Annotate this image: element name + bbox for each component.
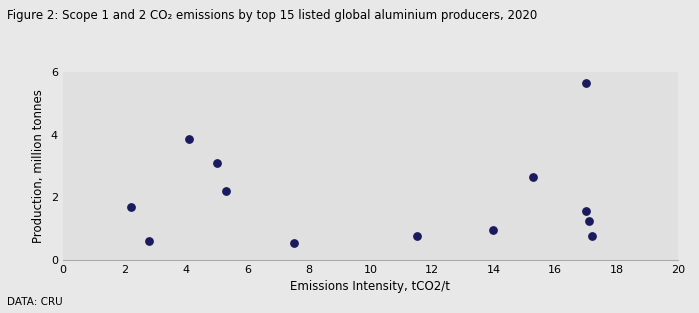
Point (288, 240, 299, 245)
X-axis label: Emissions Intensity, tCO2/t: Emissions Intensity, tCO2/t (291, 280, 450, 293)
Point (211, 160, 222, 165)
Point (143, 239, 154, 244)
Point (183, 137, 194, 142)
Point (586, 234, 598, 239)
Point (488, 228, 499, 233)
Text: DATA: CRU: DATA: CRU (7, 297, 63, 307)
Point (528, 174, 539, 179)
Point (125, 204, 136, 209)
Y-axis label: Production, million tonnes: Production, million tonnes (32, 89, 45, 243)
Point (583, 218, 594, 223)
Point (580, 209, 591, 214)
Point (220, 188, 231, 193)
Point (580, 80, 591, 85)
Point (411, 234, 422, 239)
Text: Figure 2: Scope 1 and 2 CO₂ emissions by top 15 listed global aluminium producer: Figure 2: Scope 1 and 2 CO₂ emissions by… (7, 9, 538, 23)
